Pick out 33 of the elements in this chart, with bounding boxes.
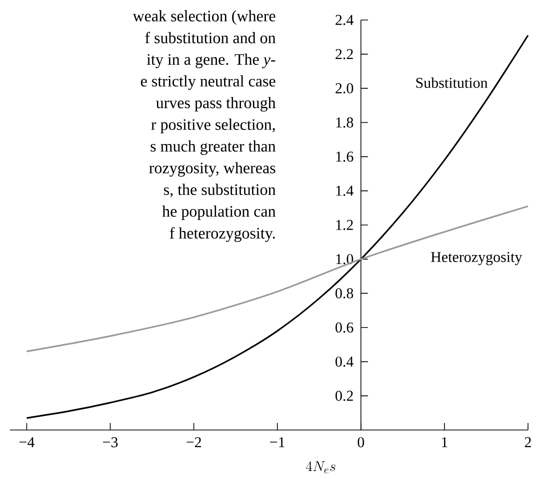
annotation: he population can	[162, 205, 276, 220]
y-tick-label: 0.6	[336, 322, 354, 333]
annotation: r positive selection,	[151, 118, 275, 134]
y-tick-label: 1.4	[336, 186, 354, 196]
annotation: ity in a gene. The y-	[146, 54, 276, 68]
y-tick-label: 1.2	[336, 220, 353, 230]
annotation: f substitution and on	[145, 32, 276, 44]
x-tick-label: −2	[186, 437, 201, 448]
annotation: rozygosity, whereas	[149, 162, 276, 177]
annotation: s much greater than	[150, 140, 276, 155]
annotation: f heterozygosity.	[170, 227, 275, 242]
y-tick-label: 2.4	[336, 14, 354, 26]
y-tick-label: 2.2	[336, 49, 353, 60]
series-label: Substitution	[416, 77, 488, 88]
x-tick-label: 1	[442, 437, 448, 448]
y-tick-label: 0.8	[336, 288, 354, 298]
y-tick-label: 0.2	[336, 390, 353, 401]
x-tick-label: 2	[524, 437, 531, 448]
y-tick-label: 1.8	[336, 117, 354, 128]
x-tick-label: −1	[270, 437, 284, 448]
annotation: s, the substitution	[164, 184, 276, 198]
x-tick-label: 0	[358, 437, 364, 448]
y-tick-label: 0.4	[336, 356, 354, 367]
line-series	[26, 205, 529, 352]
annotation: urves pass through	[156, 96, 276, 112]
annotation: weak selection (where	[132, 10, 276, 25]
x-axis-title: $4N_{e}s$	[306, 461, 336, 474]
series-label: Heterozygosity	[431, 252, 522, 266]
y-tick-label: 1.6	[336, 152, 354, 162]
annotation: e strictly neutral case	[140, 75, 276, 90]
y-tick-label: 2.0	[336, 83, 354, 94]
x-tick-label: −4	[19, 437, 34, 448]
x-tick-label: −3	[103, 437, 118, 448]
